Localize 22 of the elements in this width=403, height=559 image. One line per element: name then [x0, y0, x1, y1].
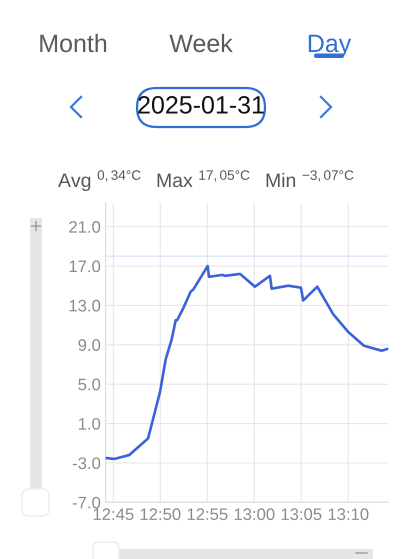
text: Avg $^{0,34°C}$ [58, 170, 141, 192]
y-tick-label: -7.0 [72, 496, 100, 509]
line-series [106, 264, 388, 460]
y-tick-label: 13.0 [70, 300, 100, 312]
y-tick-label: 17.0 [70, 260, 100, 272]
y-tick-label: -3.0 [72, 457, 100, 470]
x-tick-label: 13:00 [234, 508, 274, 520]
text: Max $^{17,05°C}$ [158, 170, 250, 188]
chart-title: 2025-01-31 [138, 96, 264, 114]
x-tick-label: 13:05 [282, 508, 322, 520]
text: Day [308, 34, 352, 58]
text: Min $^{−3,07°C}$ [266, 170, 354, 187]
x-tick-label: 12:55 [188, 508, 228, 520]
y-tick-label: 9.0 [78, 339, 100, 351]
x-tick-label: 12:45 [94, 508, 134, 520]
y-tick-label: 1.0 [78, 418, 100, 430]
x-tick-label: 12:50 [140, 508, 180, 520]
x-tick-label: 13:10 [328, 508, 368, 520]
y-tick-label: 21.0 [69, 221, 100, 233]
text: Week [169, 34, 233, 52]
y-tick-label: 5.0 [78, 378, 100, 390]
text: Month [40, 34, 106, 52]
